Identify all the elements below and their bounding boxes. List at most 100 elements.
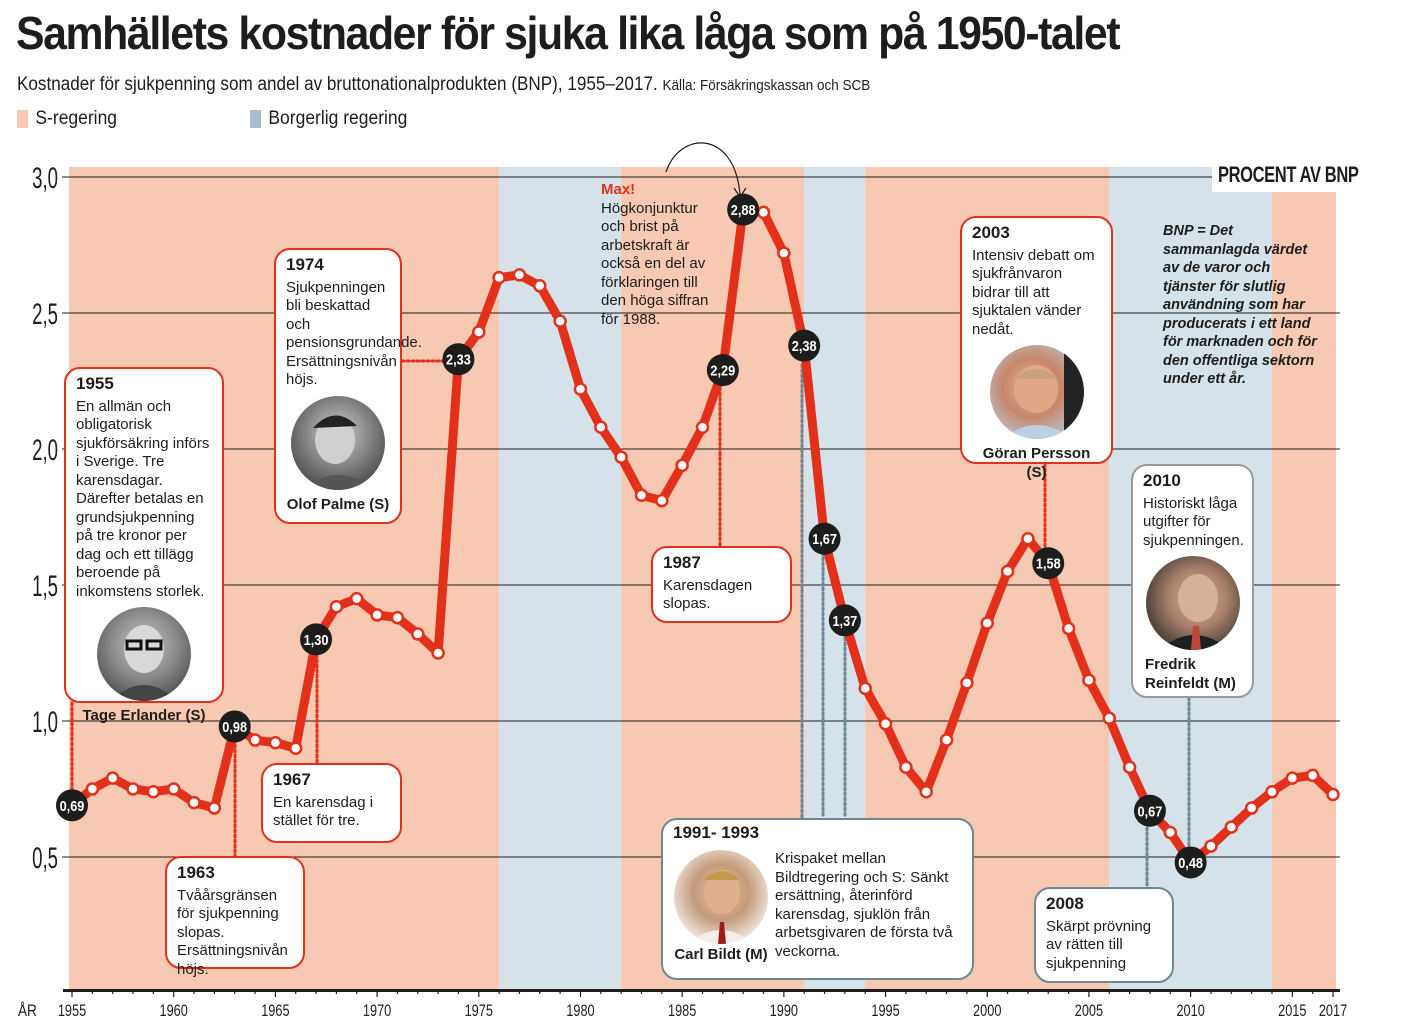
callout-year: 1987 xyxy=(663,553,701,572)
max-arrow xyxy=(665,142,741,196)
x-axis-title: ÅR xyxy=(18,1002,37,1021)
callout-text: En karensdag i stället för tre. xyxy=(273,793,374,830)
data-point xyxy=(1102,711,1117,726)
y-axis: 0,5 1,0 1,5 2,0 2,5 3,0 xyxy=(32,162,58,876)
leader-lines xyxy=(70,359,1191,889)
x-tick-label: 1960 xyxy=(160,1001,188,1020)
labeled-data-point: 0,67 xyxy=(1133,794,1166,827)
x-tick-label: 1955 xyxy=(58,1001,86,1020)
value-label: 2,29 xyxy=(710,362,735,379)
value-label: 1,30 xyxy=(304,631,329,648)
carl-bildt-portrait: Carl Bildt (M) xyxy=(671,850,771,965)
data-point xyxy=(472,325,486,339)
x-tick-label: 1970 xyxy=(363,1001,391,1020)
labeled-data-point: 1,58 xyxy=(1032,547,1065,580)
data-point xyxy=(1305,768,1320,783)
olof-palme-photo xyxy=(291,395,385,490)
data-point xyxy=(268,736,283,750)
data-point xyxy=(1285,771,1300,785)
data-point xyxy=(166,782,181,796)
callout-year: 2003 xyxy=(972,223,1010,242)
data-point xyxy=(126,782,140,796)
data-point xyxy=(105,771,120,785)
y-tick-label: 1,5 xyxy=(32,570,58,604)
data-point xyxy=(756,205,771,220)
value-label: 1,67 xyxy=(812,530,837,547)
band-s xyxy=(1271,167,1336,990)
data-point xyxy=(512,268,527,282)
labeled-data-point: 2,88 xyxy=(727,193,760,226)
data-point xyxy=(1265,784,1279,799)
labeled-data-point: 0,98 xyxy=(218,710,251,743)
labeled-data-point: 1,37 xyxy=(828,604,861,637)
data-point xyxy=(899,760,913,774)
max-note-lead: Max! xyxy=(601,181,636,198)
data-point xyxy=(187,795,201,810)
labeled-data-point: 0,48 xyxy=(1174,846,1207,879)
x-tick-label: 2000 xyxy=(973,1001,1001,1020)
y-tick-label: 2,5 xyxy=(32,298,58,332)
data-point xyxy=(288,741,303,755)
data-point xyxy=(85,782,100,796)
data-point xyxy=(858,681,872,696)
data-point xyxy=(939,733,954,747)
x-tick-label: 1990 xyxy=(770,1001,798,1020)
value-bubble xyxy=(442,343,475,376)
value-label: 2,88 xyxy=(731,201,756,218)
data-point xyxy=(1021,532,1035,546)
labeled-data-point: 2,33 xyxy=(442,343,475,376)
callout-year: 2010 xyxy=(1143,471,1181,490)
fredrik-reinfeldt-photo xyxy=(1145,556,1240,650)
value-label: 0,48 xyxy=(1178,854,1203,871)
data-point xyxy=(329,600,344,614)
x-tick-label: 2017 xyxy=(1319,1001,1347,1020)
value-bubble xyxy=(788,329,821,362)
callout-text: Tvåårsgränsen för sjukpenning slopas. Er… xyxy=(177,886,288,978)
data-point xyxy=(492,270,506,285)
value-label: 1,58 xyxy=(1036,555,1061,572)
labeled-data-point: 0,69 xyxy=(56,789,88,822)
max-note-text: Högkonjunktur och brist på arbetskraft ä… xyxy=(601,199,709,328)
data-point xyxy=(390,610,405,625)
data-point xyxy=(1204,839,1218,853)
x-tick-label: 1965 xyxy=(261,1001,289,1020)
callout-1991-1993: 1991- 1993 Carl Bildt (M) Krispaket mell… xyxy=(661,818,974,980)
callout-2008: 2008 Skärpt prövning av rätten till sjuk… xyxy=(1034,887,1174,983)
y-tick-label: 3,0 xyxy=(32,162,58,196)
callout-text: Sjukpenningen bli beskattad och pensions… xyxy=(286,278,422,389)
data-point xyxy=(675,458,689,473)
callout-text: Karensdagen slopas. xyxy=(663,576,753,613)
value-bubble xyxy=(727,193,760,226)
data-point xyxy=(634,488,649,502)
x-tick-label: 2005 xyxy=(1075,1001,1103,1020)
callout-2003: 2003 Intensiv debatt om sjukfrånvaron bi… xyxy=(960,216,1113,481)
x-axis: ÅR 1955 1960 1965 1970 1975 1980 1985 1990 1995 20… xyxy=(18,989,1347,1021)
callout-text: En allmän och obligatorisk sjukförsäkrin… xyxy=(76,397,210,600)
unit-label: PROCENT AV BNP xyxy=(1212,160,1365,192)
callout-person: Göran Persson (S) xyxy=(982,445,1091,481)
chart-subtitle: Kostnader för sjukpenning som andel av b… xyxy=(17,74,870,96)
value-bubble xyxy=(218,710,251,743)
y-tick-label: 0,5 xyxy=(32,842,58,876)
x-tick-label: 2015 xyxy=(1278,1001,1306,1020)
y-tick-label: 2,0 xyxy=(32,434,58,468)
data-point xyxy=(349,591,364,606)
value-bubble xyxy=(1133,794,1166,827)
x-tick-label: 1975 xyxy=(465,1001,493,1020)
value-bubble xyxy=(808,522,841,555)
callout-year: 1963 xyxy=(177,863,215,882)
data-points: 0,69 0,98 1,30 2,33 2,29 2,88 2,38 1,67 1,37 1,58… xyxy=(56,193,1340,879)
labeled-data-point: 1,30 xyxy=(300,623,333,656)
x-axis-line xyxy=(63,989,1340,992)
data-point xyxy=(980,616,994,630)
labeled-data-point: 2,38 xyxy=(788,329,821,362)
data-point xyxy=(248,733,262,747)
bnp-definition-note: BNP = Det sammanlagda värdet av de varor… xyxy=(1163,223,1317,387)
value-label: 2,38 xyxy=(792,337,817,354)
data-point xyxy=(614,450,628,464)
value-bubble xyxy=(1032,547,1065,580)
data-point xyxy=(1244,801,1259,815)
x-tick-label: 2010 xyxy=(1176,1001,1204,1020)
callout-person: Tage Erlander (S) xyxy=(82,707,206,724)
legend-swatch-borgerlig xyxy=(250,110,262,128)
